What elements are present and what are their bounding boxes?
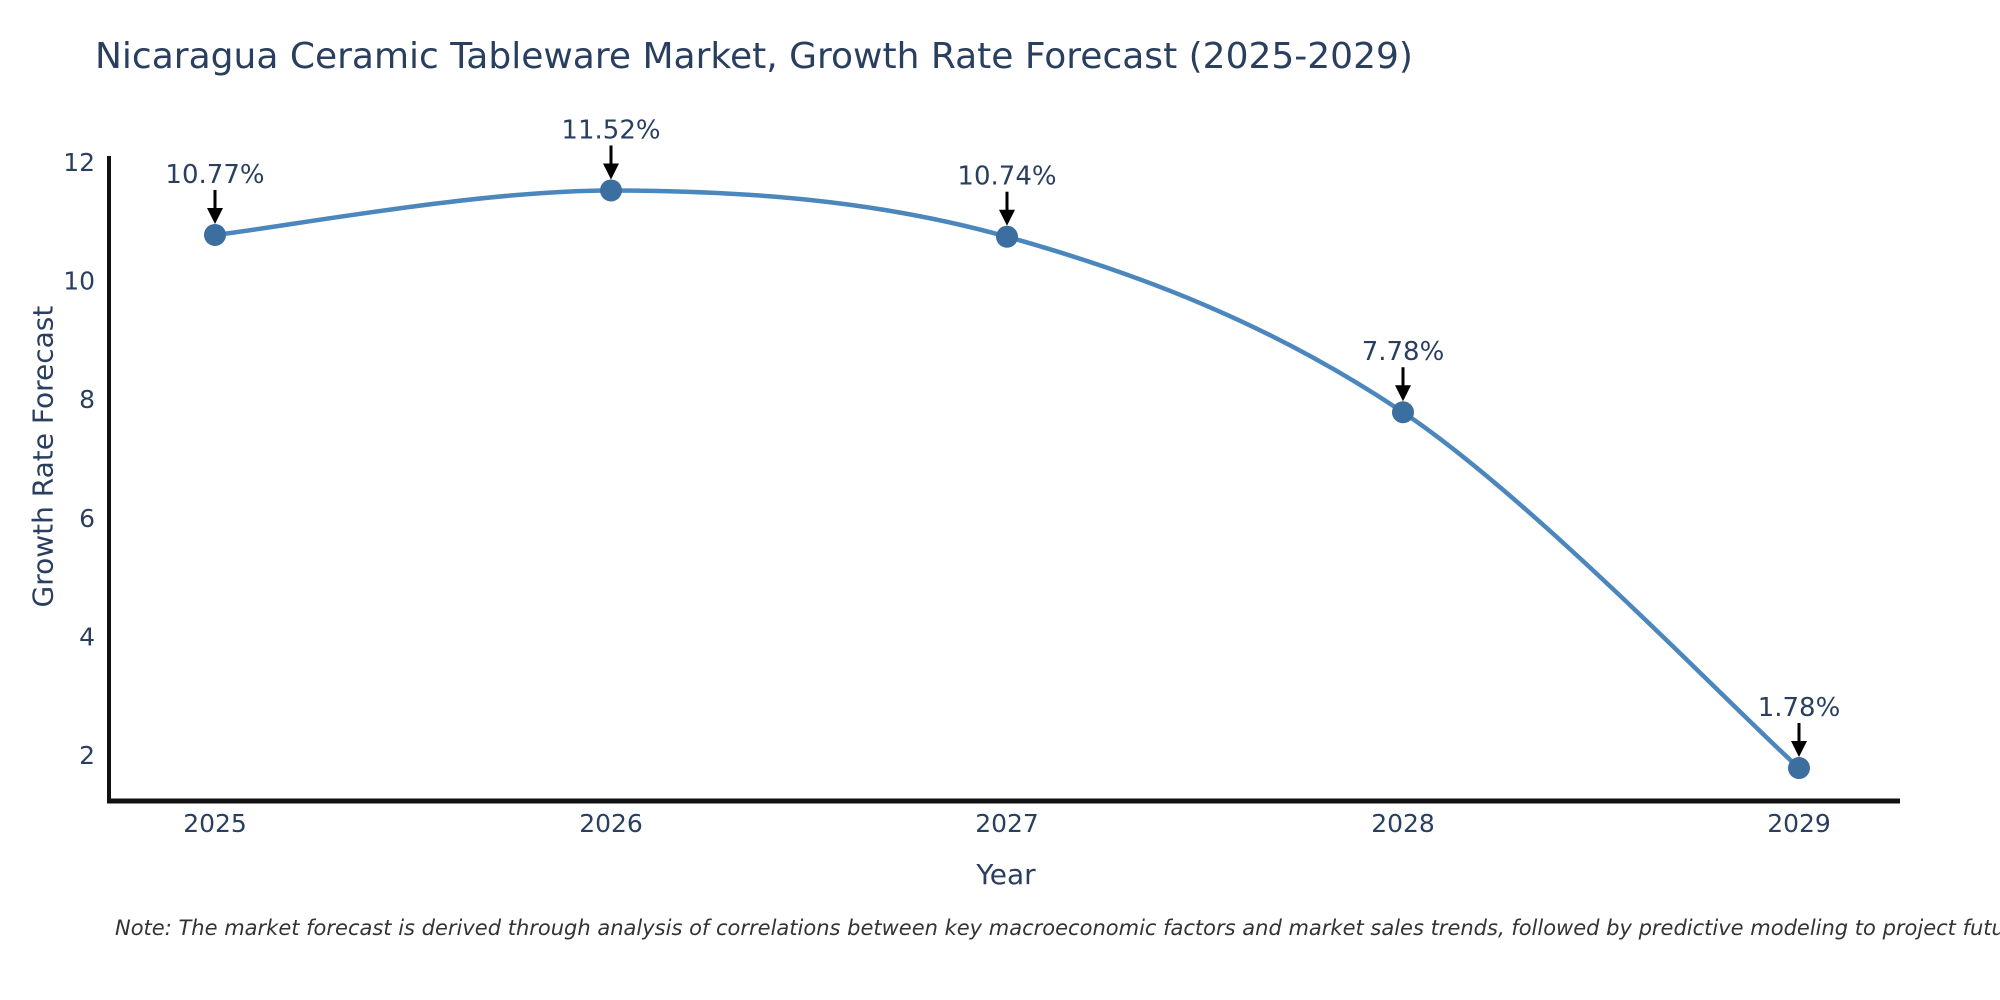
x-tick-label: 2026 [579,809,643,838]
annotation-arrow-head [1395,385,1411,402]
x-tick-label: 2027 [975,809,1039,838]
annotation-arrow-head [603,163,619,180]
forecast-line [212,188,1802,771]
annotation-arrow-head [207,207,223,224]
data-point-marker [996,225,1018,248]
x-tick-label: 2025 [183,809,247,838]
point-value-label: 10.74% [957,162,1056,192]
y-tick-label: 4 [79,622,95,651]
data-point-marker [1392,401,1414,424]
footnote: Note: The market forecast is derived thr… [115,916,2000,940]
point-value-label: 11.52% [561,115,660,145]
y-axis-title: Growth Rate Forecast [26,305,60,608]
y-tick-label: 6 [79,504,95,533]
point-value-label: 7.78% [1362,337,1445,367]
x-tick-label: 2028 [1371,809,1435,838]
y-tick-label: 2 [79,741,95,770]
y-tick-label: 10 [63,267,95,296]
x-tick-label: 2029 [1767,809,1831,838]
x-axis-title: Year [976,858,1036,891]
annotation-arrow-head [1791,741,1807,758]
data-point-marker [204,223,226,246]
point-value-label: 10.77% [165,160,264,190]
data-point-marker [1788,757,1810,780]
y-tick-label: 12 [63,148,95,177]
y-tick-label: 8 [79,385,95,414]
data-point-marker [600,179,622,202]
chart-title: Nicaragua Ceramic Tableware Market, Grow… [95,36,1413,77]
annotation-arrow-head [999,209,1015,226]
point-value-label: 1.78% [1758,693,1841,723]
